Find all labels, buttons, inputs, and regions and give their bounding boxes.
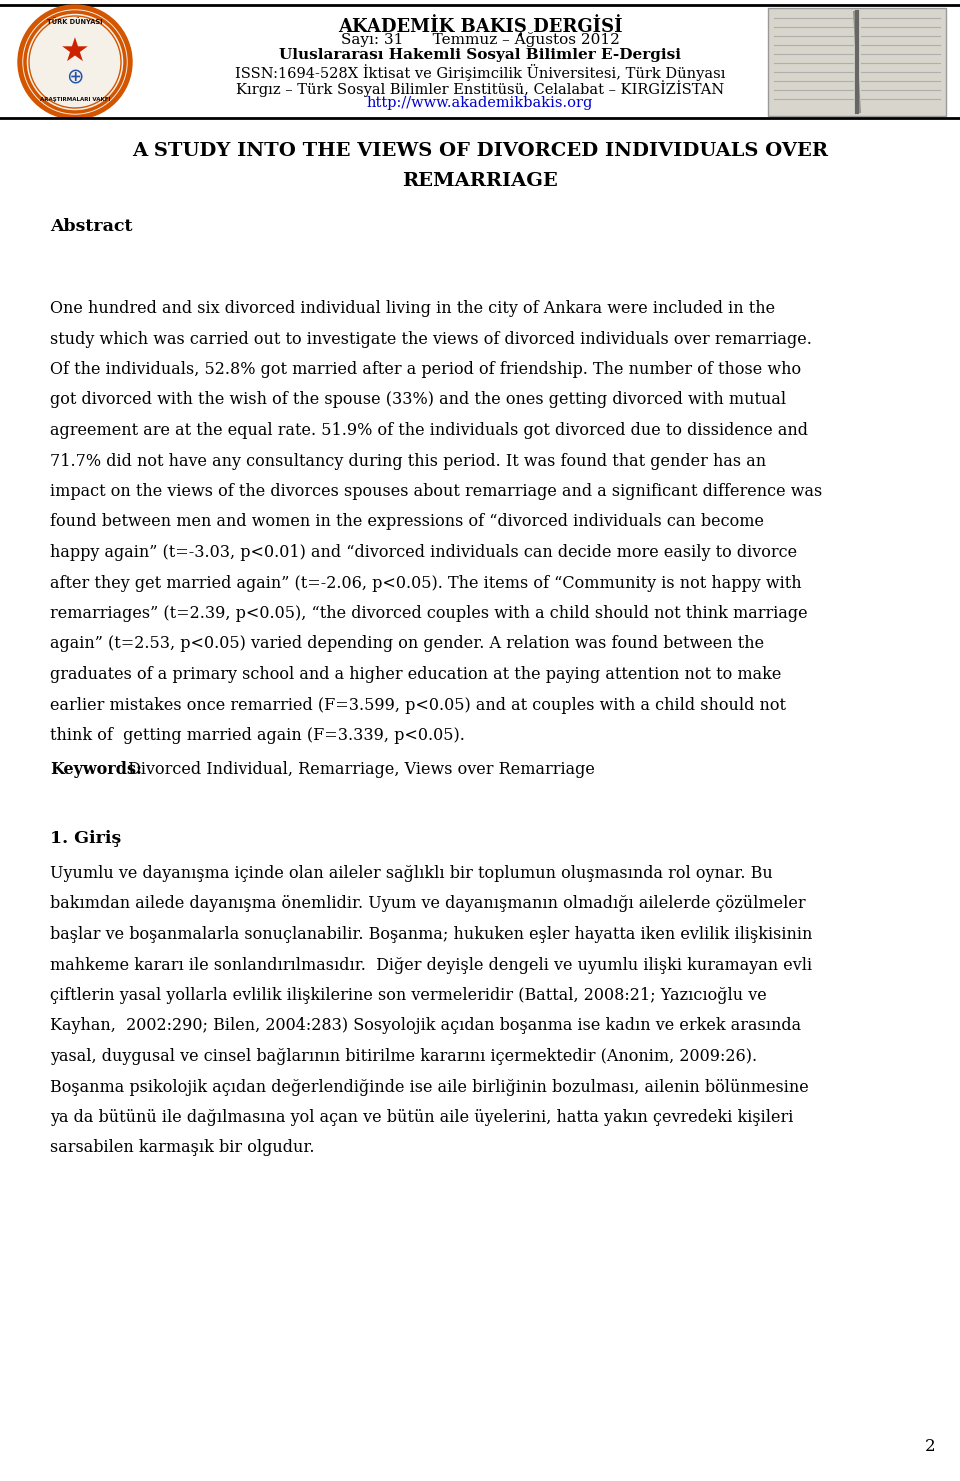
Text: REMARRIAGE: REMARRIAGE [402,172,558,190]
Text: 1. Giriş: 1. Giriş [50,829,121,847]
Text: Abstract: Abstract [50,218,132,235]
Text: study which was carried out to investigate the views of divorced individuals ove: study which was carried out to investiga… [50,330,812,348]
Text: ⊕: ⊕ [66,67,84,86]
Text: after they get married again” (t=-2.06, p<0.05). The items of “Community is not : after they get married again” (t=-2.06, … [50,575,802,591]
Circle shape [18,4,132,118]
Text: ya da bütünü ile dağılmasına yol açan ve bütün aile üyelerini, hatta yakın çevre: ya da bütünü ile dağılmasına yol açan ve… [50,1109,793,1126]
Text: yasal, duygusal ve cinsel bağlarının bitirilme kararını içermektedir (Anonim, 20: yasal, duygusal ve cinsel bağlarının bit… [50,1049,757,1065]
Text: impact on the views of the divorces spouses about remarriage and a significant d: impact on the views of the divorces spou… [50,483,823,501]
Text: ARAŞTIRMALARI VAKFI: ARAŞTIRMALARI VAKFI [39,96,110,102]
Text: Boşanma psikolojik açıdan değerlendiğinde ise aile birliğinin bozulması, ailenin: Boşanma psikolojik açıdan değerlendiğind… [50,1078,808,1096]
Text: agreement are at the equal rate. 51.9% of the individuals got divorced due to di: agreement are at the equal rate. 51.9% o… [50,422,808,438]
Text: mahkeme kararı ile sonlandırılmasıdır.  Diğer deyişle dengeli ve uyumlu ilişki k: mahkeme kararı ile sonlandırılmasıdır. D… [50,957,812,973]
Text: Kayhan,  2002:290; Bilen, 2004:283) Sosyolojik açıdan boşanma ise kadın ve erkek: Kayhan, 2002:290; Bilen, 2004:283) Sosyo… [50,1017,802,1035]
Text: Kırgız – Türk Sosyal Bilimler Enstitüsü, Celalabat – KIRGİZİSTAN: Kırgız – Türk Sosyal Bilimler Enstitüsü,… [236,80,724,96]
Text: TÜRK DÜNYASI: TÜRK DÜNYASI [47,19,103,25]
Text: found between men and women in the expressions of “divorced individuals can beco: found between men and women in the expre… [50,514,764,530]
Text: got divorced with the wish of the spouse (33%) and the ones getting divorced wit: got divorced with the wish of the spouse… [50,391,786,409]
Text: ★: ★ [60,36,90,68]
Text: 71.7% did not have any consultancy during this period. It was found that gender : 71.7% did not have any consultancy durin… [50,453,766,469]
Text: remarriages” (t=2.39, p<0.05), “the divorced couples with a child should not thi: remarriages” (t=2.39, p<0.05), “the divo… [50,606,807,622]
Text: 2: 2 [924,1438,935,1454]
Text: çiftlerin yasal yollarla evlilik ilişkilerine son vermeleridir (Battal, 2008:21;: çiftlerin yasal yollarla evlilik ilişkil… [50,986,767,1004]
Text: sarsabilen karmaşık bir olgudur.: sarsabilen karmaşık bir olgudur. [50,1139,315,1157]
Text: One hundred and six divorced individual living in the city of Ankara were includ: One hundred and six divorced individual … [50,301,775,317]
Text: Of the individuals, 52.8% got married after a period of friendship. The number o: Of the individuals, 52.8% got married af… [50,361,802,378]
Text: graduates of a primary school and a higher education at the paying attention not: graduates of a primary school and a high… [50,666,781,683]
Text: again” (t=2.53, p<0.05) varied depending on gender. A relation was found between: again” (t=2.53, p<0.05) varied depending… [50,635,764,653]
Text: A STUDY INTO THE VIEWS OF DIVORCED INDIVIDUALS OVER: A STUDY INTO THE VIEWS OF DIVORCED INDIV… [132,142,828,160]
FancyBboxPatch shape [768,7,946,116]
Text: Uyumlu ve dayanışma içinde olan aileler sağlıklı bir toplumun oluşmasında rol oy: Uyumlu ve dayanışma içinde olan aileler … [50,865,773,883]
Text: Keywords:: Keywords: [50,761,142,779]
Text: başlar ve boşanmalarla sonuçlanabilir. Boşanma; hukuken eşler hayatta iken evlil: başlar ve boşanmalarla sonuçlanabilir. B… [50,926,812,943]
Text: Divorced Individual, Remarriage, Views over Remarriage: Divorced Individual, Remarriage, Views o… [123,761,595,779]
Circle shape [23,10,127,114]
Text: think of  getting married again (F=3.339, p<0.05).: think of getting married again (F=3.339,… [50,727,465,743]
Text: Sayı: 31      Temmuz – Ağustos 2012: Sayı: 31 Temmuz – Ağustos 2012 [341,33,619,47]
Text: earlier mistakes once remarried (F=3.599, p<0.05) and at couples with a child sh: earlier mistakes once remarried (F=3.599… [50,696,786,714]
Text: http://www.akademikbakis.org: http://www.akademikbakis.org [367,96,593,110]
Text: happy again” (t=-3.03, p<0.01) and “divorced individuals can decide more easily : happy again” (t=-3.03, p<0.01) and “divo… [50,544,797,561]
Text: bakımdan ailede dayanışma önemlidir. Uyum ve dayanışmanın olmadığı ailelerde çöz: bakımdan ailede dayanışma önemlidir. Uyu… [50,896,805,912]
Text: ISSN:1694-528X İktisat ve Girişimcilik Üniversitesi, Türk Dünyası: ISSN:1694-528X İktisat ve Girişimcilik Ü… [235,64,725,81]
Text: AKADEMİK BAKIŞ DERGİSİ: AKADEMİK BAKIŞ DERGİSİ [338,13,622,36]
Text: Uluslararası Hakemli Sosyal Bilimler E-Dergisi: Uluslararası Hakemli Sosyal Bilimler E-D… [279,47,681,62]
